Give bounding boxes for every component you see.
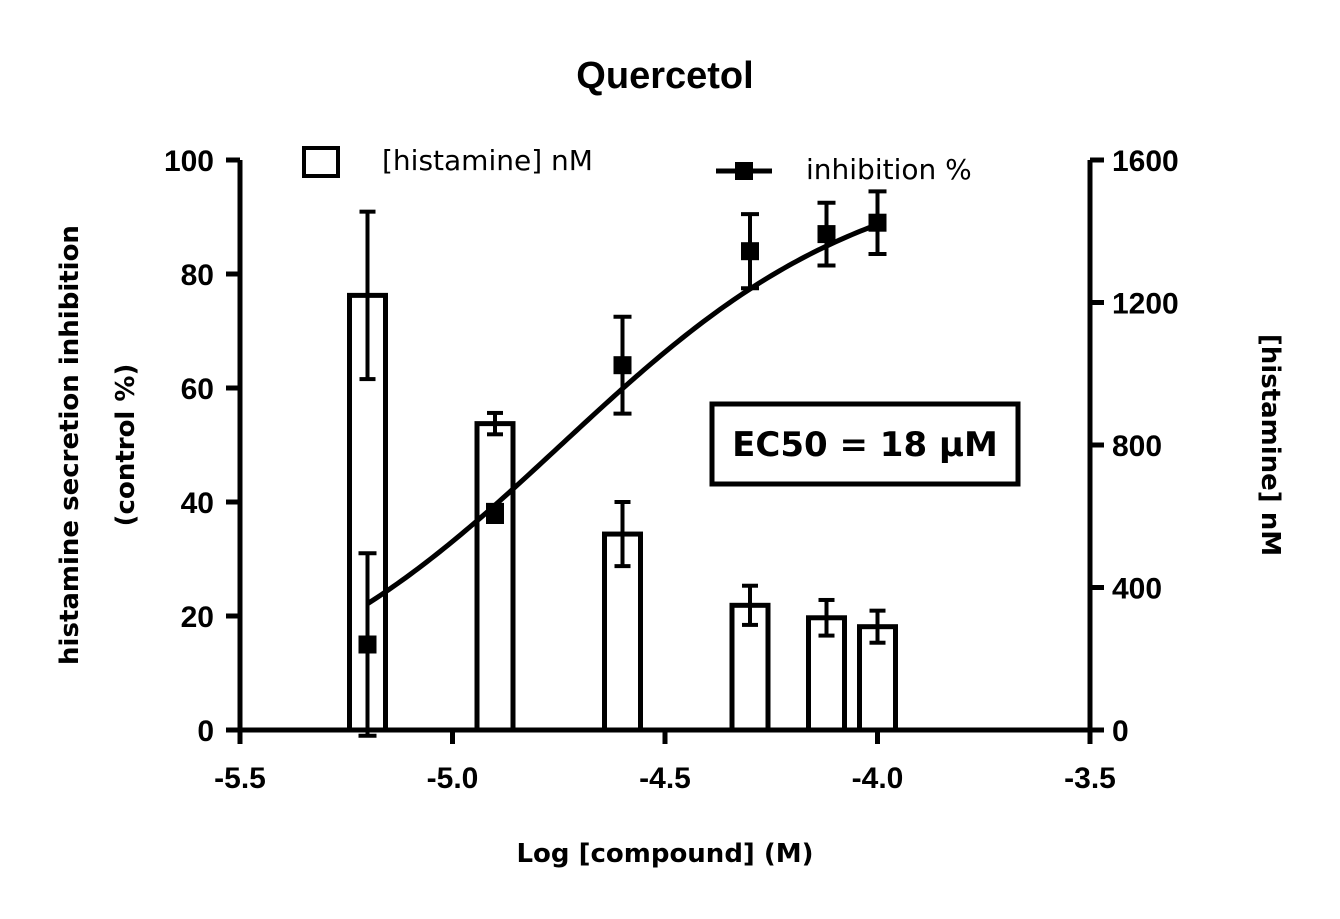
y-left-label-line1: histamine secretion inhibition — [55, 225, 85, 665]
x-tick-label: -5.5 — [214, 762, 266, 795]
y-left-tick-label: 0 — [197, 715, 214, 748]
inhibition-point — [817, 225, 836, 244]
y-left-axis-label: histamine secretion inhibition (control … — [55, 225, 141, 665]
y-right-tick-label: 0 — [1112, 715, 1129, 748]
y-right-ticks: 0 400 800 1200 1600 — [1090, 145, 1179, 748]
y-left-tick-label: 80 — [181, 259, 214, 292]
y-right-tick-label: 1200 — [1112, 288, 1179, 321]
y-right-tick-label: 1600 — [1112, 145, 1179, 178]
chart-title: Quercetol — [576, 55, 753, 97]
x-tick-label: -4.5 — [639, 762, 691, 795]
inhibition-point — [613, 356, 632, 375]
x-tick-label: -5.0 — [427, 762, 479, 795]
inhibition-point — [741, 242, 759, 261]
inhibition-point — [486, 504, 504, 523]
inhibition-point — [358, 635, 377, 654]
legend-point-swatch — [735, 162, 753, 180]
y-right-label: [histamine] nM — [1255, 334, 1285, 556]
ec50-annotation: EC50 = 18 µM — [732, 425, 998, 465]
bars-layer — [347, 209, 898, 733]
x-tick-label: -4.0 — [852, 762, 904, 795]
legend-bar-label: [histamine] nM — [382, 144, 593, 177]
inhibition-point — [868, 213, 887, 232]
y-left-tick-label: 40 — [181, 487, 214, 520]
y-left-tick-label: 60 — [181, 373, 214, 406]
points-layer — [358, 189, 887, 738]
legend-line-label: inhibition % — [806, 153, 972, 186]
legend-bar-swatch — [302, 146, 340, 178]
y-left-label-line2: (control %) — [111, 364, 141, 527]
x-ticks: -5.5 -5.0 -4.5 -4.0 -3.5 — [214, 730, 1116, 795]
x-axis-label: Log [compound] (M) — [516, 839, 813, 869]
y-right-tick-label: 400 — [1112, 573, 1162, 606]
y-right-axis-label: [histamine] nM — [1255, 334, 1285, 556]
histamine-bar — [474, 421, 516, 733]
x-tick-label: -3.5 — [1064, 762, 1116, 795]
y-left-tick-label: 20 — [181, 601, 214, 634]
y-left-tick-label: 100 — [164, 145, 214, 178]
y-right-tick-label: 800 — [1112, 430, 1162, 463]
y-left-ticks: 0 20 40 60 80 100 — [164, 145, 240, 748]
ec50-box — [709, 401, 1021, 487]
